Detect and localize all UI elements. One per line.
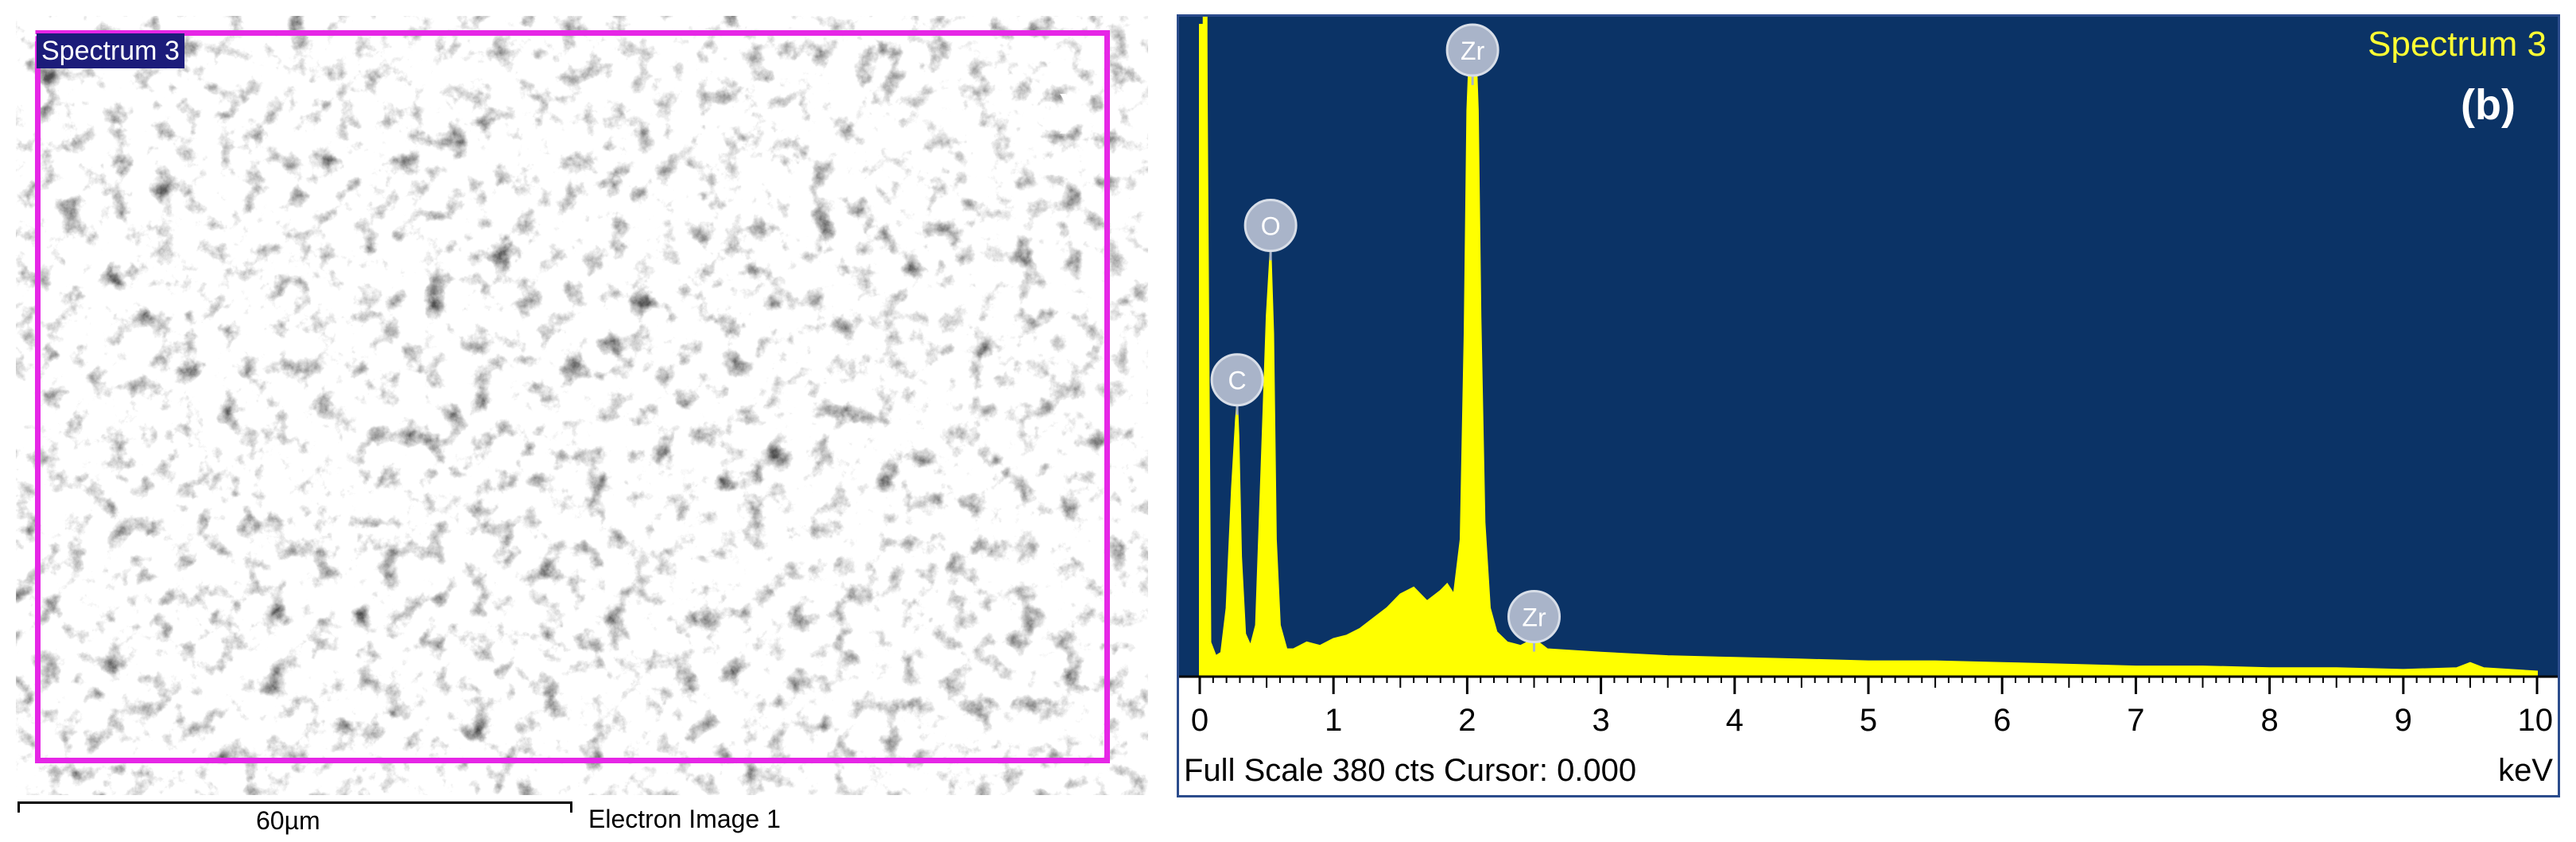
peak-marker-label: Zr bbox=[1522, 603, 1546, 632]
peak-markers-layer: C O Zr Zr bbox=[1210, 23, 1561, 652]
peak-marker-badge-zr[interactable] bbox=[1445, 23, 1499, 77]
x-tick-label: 9 bbox=[2395, 703, 2412, 738]
sem-micrograph bbox=[16, 16, 1148, 795]
panel-label-a: (a) bbox=[1022, 87, 1074, 134]
scale-bar-label: 60µm bbox=[256, 806, 320, 835]
panel-label-b: (b) bbox=[2461, 81, 2516, 129]
eds-spectrum-panel: C O Zr Zr 0 1 2 3 4 5 6 7 8 9 10 Spectrum 3 (b) Full … bbox=[1177, 14, 2560, 797]
sem-image-panel: + Spectrum 3 (a) bbox=[16, 16, 1148, 795]
spectrum-status-bar: Full Scale 380 cts Cursor: 0.000 keV bbox=[1179, 748, 2558, 793]
x-tick-label: 2 bbox=[1458, 703, 1476, 738]
x-tick-label: 5 bbox=[1860, 703, 1877, 738]
scale-bar bbox=[17, 801, 572, 813]
peak-marker-label: Zr bbox=[1461, 37, 1485, 65]
x-tick-label: 7 bbox=[2127, 703, 2144, 738]
spectrum-chart[interactable]: C O Zr Zr 0 1 2 3 4 5 6 7 8 9 10 bbox=[1179, 17, 2558, 795]
peak-marker-badge-zr[interactable] bbox=[1507, 590, 1561, 644]
spectrum-title: Spectrum 3 bbox=[2368, 25, 2547, 64]
spectrum-region-frame[interactable] bbox=[35, 30, 1110, 763]
x-tick-label: 1 bbox=[1325, 703, 1342, 738]
spectrum-trace-layer bbox=[1199, 17, 2538, 677]
peak-marker-badge-o[interactable] bbox=[1243, 199, 1298, 253]
peak-marker-label: C bbox=[1228, 367, 1247, 395]
peak-marker-label: O bbox=[1261, 212, 1281, 241]
x-tick-label: 10 bbox=[2518, 703, 2554, 738]
x-axis-unit-label: keV bbox=[2498, 753, 2553, 788]
x-tick-label: 0 bbox=[1191, 703, 1208, 738]
spectrum-region-label: Spectrum 3 bbox=[37, 33, 184, 68]
plot-background bbox=[1179, 17, 2558, 677]
x-tick-label: 4 bbox=[1726, 703, 1744, 738]
spectrum-series-area bbox=[1199, 24, 2538, 677]
peak-marker-badge-c[interactable] bbox=[1210, 353, 1264, 407]
x-tick-label: 3 bbox=[1592, 703, 1609, 738]
x-tick-label: 6 bbox=[1993, 703, 2011, 738]
x-axis-ticks: 0 1 2 3 4 5 6 7 8 9 10 bbox=[1191, 677, 2553, 738]
full-scale-cursor-readout: Full Scale 380 cts Cursor: 0.000 bbox=[1184, 753, 1637, 788]
x-tick-label: 8 bbox=[2260, 703, 2278, 738]
electron-image-caption: Electron Image 1 bbox=[588, 805, 781, 833]
